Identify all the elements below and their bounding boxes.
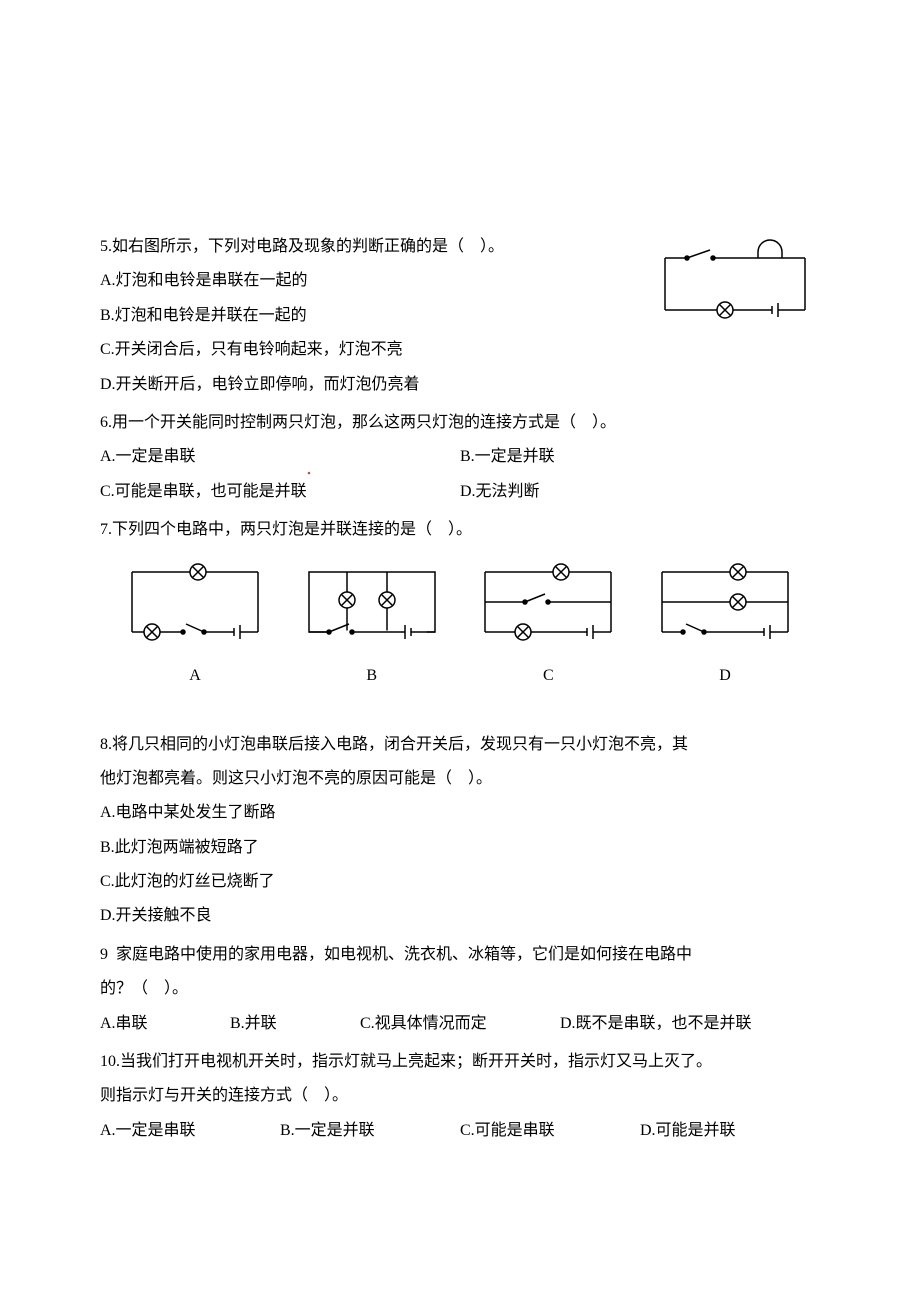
q7-cell-b: B bbox=[297, 560, 447, 692]
q7-label-b: B bbox=[366, 660, 377, 692]
q6-opt-c: C.可能是串联，也可能是并联 bbox=[100, 475, 460, 509]
q7-figures-row: A bbox=[120, 560, 800, 692]
q5-figure-col bbox=[630, 230, 820, 333]
q6-opts-row2: C.可能是串联，也可能是并联 D.无法判断 bbox=[100, 475, 820, 509]
q10-stem-l2: 则指示灯与开关的连接方式（ ）。 bbox=[100, 1079, 820, 1113]
question-10: 10.当我们打开电视机开关时，指示灯就马上亮起来；断开开关时，指示灯又马上灭了。… bbox=[100, 1045, 820, 1148]
spacer bbox=[100, 698, 820, 728]
q8-stem-l2: 他灯泡都亮着。则这只小灯泡不亮的原因可能是（ ）。 bbox=[100, 762, 820, 796]
question-8: 8.将几只相同的小灯泡串联后接入电路，闭合开关后，发现只有一只小灯泡不亮，其 他… bbox=[100, 728, 820, 934]
q6-opt-a: A.一定是串联 bbox=[100, 440, 460, 474]
q7-cell-c: C bbox=[473, 560, 623, 692]
q6-stem: 6.用一个开关能同时控制两只灯泡，那么这两只灯泡的连接方式是（ ）。 bbox=[100, 406, 820, 440]
q10-opts-row: A.一定是串联 B.一定是并联 C.可能是串联 D.可能是并联 bbox=[100, 1114, 820, 1148]
q9-stem-l2: 的？（ ）。 bbox=[100, 972, 820, 1006]
q8-opt-b: B.此灯泡两端被短路了 bbox=[100, 831, 820, 865]
q10-opt-d: D.可能是并联 bbox=[640, 1114, 820, 1148]
q8-stem-l1: 8.将几只相同的小灯泡串联后接入电路，闭合开关后，发现只有一只小灯泡不亮，其 bbox=[100, 728, 820, 762]
q7-circuit-b-icon bbox=[297, 560, 447, 650]
q6-opt-b: B.一定是并联 bbox=[460, 440, 820, 474]
q8-opt-c: C.此灯泡的灯丝已烧断了 bbox=[100, 865, 820, 899]
q7-label-a: A bbox=[189, 660, 201, 692]
q5-opt-b: B.灯泡和电铃是并联在一起的 bbox=[100, 299, 630, 333]
q5-opt-c: C.开关闭合后，只有电铃响起来，灯泡不亮 bbox=[100, 333, 630, 367]
q5-opt-d: D.开关断开后，电铃立即停响，而灯泡仍亮着 bbox=[100, 368, 820, 402]
q7-circuit-c-icon bbox=[473, 560, 623, 650]
q6-opt-a-text: A.一定是串联 bbox=[100, 448, 196, 465]
q7-cell-a: A bbox=[120, 560, 270, 692]
q6-opts-row1: A.一定是串联 B.一定是并联 bbox=[100, 440, 820, 474]
q9-opt-d: D.既不是串联，也不是并联 bbox=[560, 1007, 820, 1041]
q7-cell-d: D bbox=[650, 560, 800, 692]
q8-opt-a: A.电路中某处发生了断路 bbox=[100, 796, 820, 830]
q9-opts-row: A.串联 B.并联 C.视具体情况而定 D.既不是串联，也不是并联 bbox=[100, 1007, 820, 1041]
q9-opt-c: C.视具体情况而定 bbox=[360, 1007, 560, 1041]
q7-label-d: D bbox=[719, 660, 731, 692]
question-7: 7.下列四个电路中，两只灯泡是并联连接的是（ ）。 bbox=[100, 513, 820, 691]
q5-text-col: 5.如右图所示，下列对电路及现象的判断正确的是（ ）。 A.灯泡和电铃是串联在一… bbox=[100, 230, 630, 368]
question-9: 9 家庭电路中使用的家用电器，如电视机、洗衣机、冰箱等，它们是如何接在电路中 的… bbox=[100, 938, 820, 1041]
q7-circuit-d-icon bbox=[650, 560, 800, 650]
q10-opt-a: A.一定是串联 bbox=[100, 1114, 280, 1148]
q10-opt-c: C.可能是串联 bbox=[460, 1114, 640, 1148]
question-6: 6.用一个开关能同时控制两只灯泡，那么这两只灯泡的连接方式是（ ）。 A.一定是… bbox=[100, 406, 820, 509]
q5-circuit-icon bbox=[650, 238, 820, 328]
q7-circuit-a-icon bbox=[120, 560, 270, 650]
dot-icon bbox=[306, 455, 312, 461]
q9-opt-a: A.串联 bbox=[100, 1007, 230, 1041]
q10-opt-b: B.一定是并联 bbox=[280, 1114, 460, 1148]
q5-row: 5.如右图所示，下列对电路及现象的判断正确的是（ ）。 A.灯泡和电铃是串联在一… bbox=[100, 230, 820, 368]
q9-opt-b: B.并联 bbox=[230, 1007, 360, 1041]
q7-stem: 7.下列四个电路中，两只灯泡是并联连接的是（ ）。 bbox=[100, 513, 820, 547]
q9-stem-l1: 9 家庭电路中使用的家用电器，如电视机、洗衣机、冰箱等，它们是如何接在电路中 bbox=[100, 938, 820, 972]
question-5: 5.如右图所示，下列对电路及现象的判断正确的是（ ）。 A.灯泡和电铃是串联在一… bbox=[100, 230, 820, 402]
q10-stem-l1: 10.当我们打开电视机开关时，指示灯就马上亮起来；断开开关时，指示灯又马上灭了。 bbox=[100, 1045, 820, 1079]
q7-label-c: C bbox=[543, 660, 554, 692]
q5-opt-a: A.灯泡和电铃是串联在一起的 bbox=[100, 264, 630, 298]
q8-opt-d: D.开关接触不良 bbox=[100, 899, 820, 933]
q5-stem: 5.如右图所示，下列对电路及现象的判断正确的是（ ）。 bbox=[100, 230, 630, 264]
q6-opt-d: D.无法判断 bbox=[460, 475, 820, 509]
